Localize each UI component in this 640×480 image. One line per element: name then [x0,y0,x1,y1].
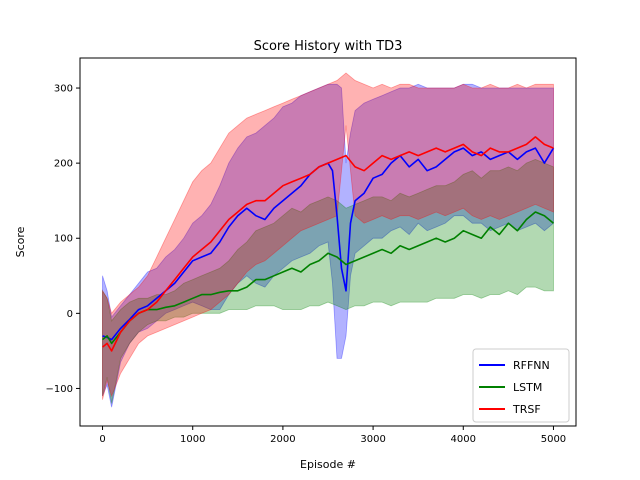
line-lstm [101,211,555,345]
line-rffnn [102,147,555,341]
line-trsf [101,136,554,352]
y-axis-label: Score [14,226,27,257]
x-tick-label: 4000 [451,434,476,445]
legend-label-trsf: TRSF [512,403,541,416]
y-tick-label: 100 [54,234,73,245]
series-lines [101,136,555,352]
legend-box [472,348,570,423]
band-lstm [102,158,554,404]
x-tick-label: 1000 [180,434,205,445]
plot-area-frame [79,57,577,427]
chart-title: Score History with TD3 [254,39,403,54]
x-axis-label: Episode # [300,458,356,471]
x-tick-label: 5000 [541,434,566,445]
x-tick-label: 3000 [360,434,385,445]
x-axis-ticks: 0 1000 2000 3000 4000 5000 [99,426,566,445]
y-tick-label: −100 [46,384,73,395]
x-tick-label: 2000 [270,434,295,445]
band-trsf [102,72,554,400]
legend-label-lstm: LSTM [513,381,542,394]
y-tick-label: 0 [67,309,73,320]
y-axis-ticks: −100 0 100 200 300 [46,84,80,395]
legend: RFFNN LSTM TRSF [472,348,570,423]
legend-label-rffnn: RFFNN [513,359,550,372]
y-tick-label: 200 [54,159,73,170]
x-tick-label: 0 [99,434,105,445]
y-tick-label: 300 [54,84,73,95]
